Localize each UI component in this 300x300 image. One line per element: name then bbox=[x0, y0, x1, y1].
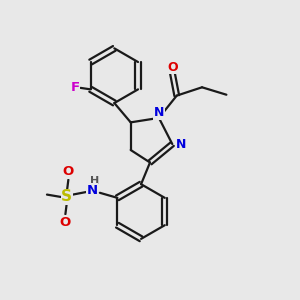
Text: N: N bbox=[87, 184, 98, 197]
Text: O: O bbox=[167, 61, 178, 74]
Text: O: O bbox=[60, 216, 71, 229]
Text: H: H bbox=[90, 176, 99, 186]
Text: N: N bbox=[176, 138, 186, 151]
Text: F: F bbox=[70, 81, 80, 94]
Text: S: S bbox=[61, 190, 72, 205]
Text: N: N bbox=[154, 106, 164, 119]
Text: O: O bbox=[63, 165, 74, 178]
